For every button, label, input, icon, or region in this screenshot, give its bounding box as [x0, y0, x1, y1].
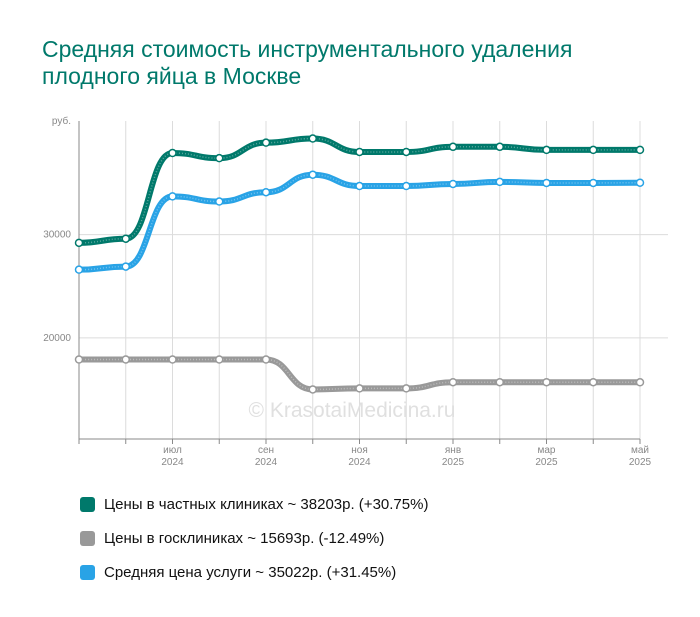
legend: Цены в частных клиниках ~ 38203р. (+30.7…: [80, 487, 428, 589]
x-tick-label-month: янв: [445, 445, 461, 456]
legend-label: Цены в госклиниках ~ 15693р. (-12.49%): [104, 529, 385, 547]
data-point: [215, 355, 224, 364]
data-point: [261, 138, 271, 147]
data-point: [402, 181, 411, 191]
data-point: [74, 355, 84, 364]
x-tick-label-year: 2025: [629, 457, 652, 468]
data-point: [261, 187, 271, 197]
watermark: © KrasotaiMedicina.ru: [249, 399, 456, 422]
data-point: [448, 377, 458, 387]
data-point: [402, 384, 411, 393]
chart-title: Средняя стоимость инструментального удал…: [42, 36, 573, 89]
data-point: [215, 153, 224, 163]
data-point: [308, 134, 317, 143]
data-point: [215, 197, 224, 206]
data-point: [402, 147, 411, 157]
legend-label: Средняя цена услуги ~ 35022р. (+31.45%): [104, 563, 397, 581]
x-tick-label-year: 2025: [535, 457, 558, 468]
x-tick-label-month: мар: [538, 445, 556, 456]
legend-item[interactable]: Цены в госклиниках ~ 15693р. (-12.49%): [80, 521, 428, 555]
y-tick-label: 20000: [43, 333, 71, 344]
axes: 2000030000руб.июл2024сен2024ноя2024янв20…: [43, 115, 651, 468]
legend-swatch: [80, 530, 95, 546]
legend-label: Цены в частных клиниках ~ 38203р. (+30.7…: [104, 495, 429, 513]
data-point: [74, 238, 84, 248]
y-axis-unit-label: руб.: [52, 115, 71, 127]
data-point: [121, 234, 130, 243]
data-point: [355, 147, 364, 157]
x-tick-label-year: 2025: [442, 457, 465, 468]
x-tick-label-month: май: [631, 445, 649, 456]
data-point: [448, 179, 458, 189]
y-tick-label: 30000: [43, 230, 71, 241]
legend-swatch: [80, 564, 95, 580]
data-point: [308, 170, 317, 179]
data-point: [542, 145, 551, 155]
data-point: [121, 262, 130, 271]
data-point: [308, 385, 317, 394]
data-points: [74, 134, 645, 394]
data-point: [355, 181, 364, 191]
data-point: [168, 148, 177, 158]
data-point: [635, 145, 645, 155]
data-point: [448, 142, 458, 152]
data-point: [495, 377, 504, 387]
data-point: [542, 377, 551, 387]
x-tick-label-year: 2024: [161, 457, 184, 468]
data-point: [635, 378, 645, 387]
x-tick-label-year: 2024: [348, 457, 371, 468]
data-point: [589, 178, 598, 188]
legend-item[interactable]: Средняя цена услуги ~ 35022р. (+31.45%): [80, 555, 428, 589]
data-point: [635, 178, 645, 187]
data-point: [168, 192, 177, 201]
x-tick-label-year: 2024: [255, 457, 278, 468]
data-point: [261, 355, 271, 364]
x-tick-label-month: сен: [258, 445, 274, 456]
legend-swatch: [80, 496, 95, 512]
x-tick-label-month: июл: [163, 445, 182, 456]
data-point: [542, 178, 551, 188]
data-point: [495, 142, 504, 152]
data-point: [355, 384, 364, 393]
x-tick-label-month: ноя: [351, 445, 368, 456]
data-point: [589, 377, 598, 387]
data-point: [74, 265, 84, 274]
data-point: [495, 177, 504, 187]
legend-item[interactable]: Цены в частных клиниках ~ 38203р. (+30.7…: [80, 487, 428, 521]
line-chart: © KrasotaiMedicina.ru 2000030000руб.июл2…: [43, 115, 668, 468]
data-point: [589, 145, 598, 155]
data-point: [168, 355, 177, 364]
data-point: [121, 355, 130, 364]
